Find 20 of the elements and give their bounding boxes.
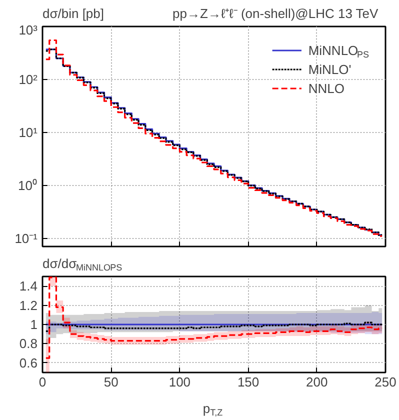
y-tick-label: 10³	[18, 22, 38, 38]
x-tick-label: 100	[168, 374, 191, 390]
x-tick-label: 200	[306, 374, 328, 390]
chart-title: pp→Z→ℓ⁺ℓ⁻ (on-shell)@LHC 13 TeV	[172, 6, 379, 22]
x-tick-label: 250	[374, 374, 396, 390]
y-tick-label: 0.8	[19, 336, 38, 352]
y-tick-label: 10⁻¹	[14, 230, 38, 246]
y-tick-label: 10¹	[18, 124, 38, 140]
y-tick-label: 1.2	[19, 298, 38, 313]
x-tick-label: 50	[104, 374, 118, 390]
y-tick-label: 1.4	[19, 278, 38, 294]
x-tick-label: 150	[237, 374, 260, 390]
y-axis-title: dσ/bin [pb]	[42, 6, 104, 22]
y-tick-label: 10²	[18, 72, 38, 87]
y-tick-label: 0.6	[19, 355, 38, 370]
y-tick-label: 1	[30, 317, 38, 332]
legend-label: NNLO	[308, 81, 344, 96]
legend-label: MiNLO'	[308, 62, 352, 77]
x-tick-label: 0	[38, 374, 46, 390]
y-tick-label: 10⁰	[18, 178, 38, 193]
